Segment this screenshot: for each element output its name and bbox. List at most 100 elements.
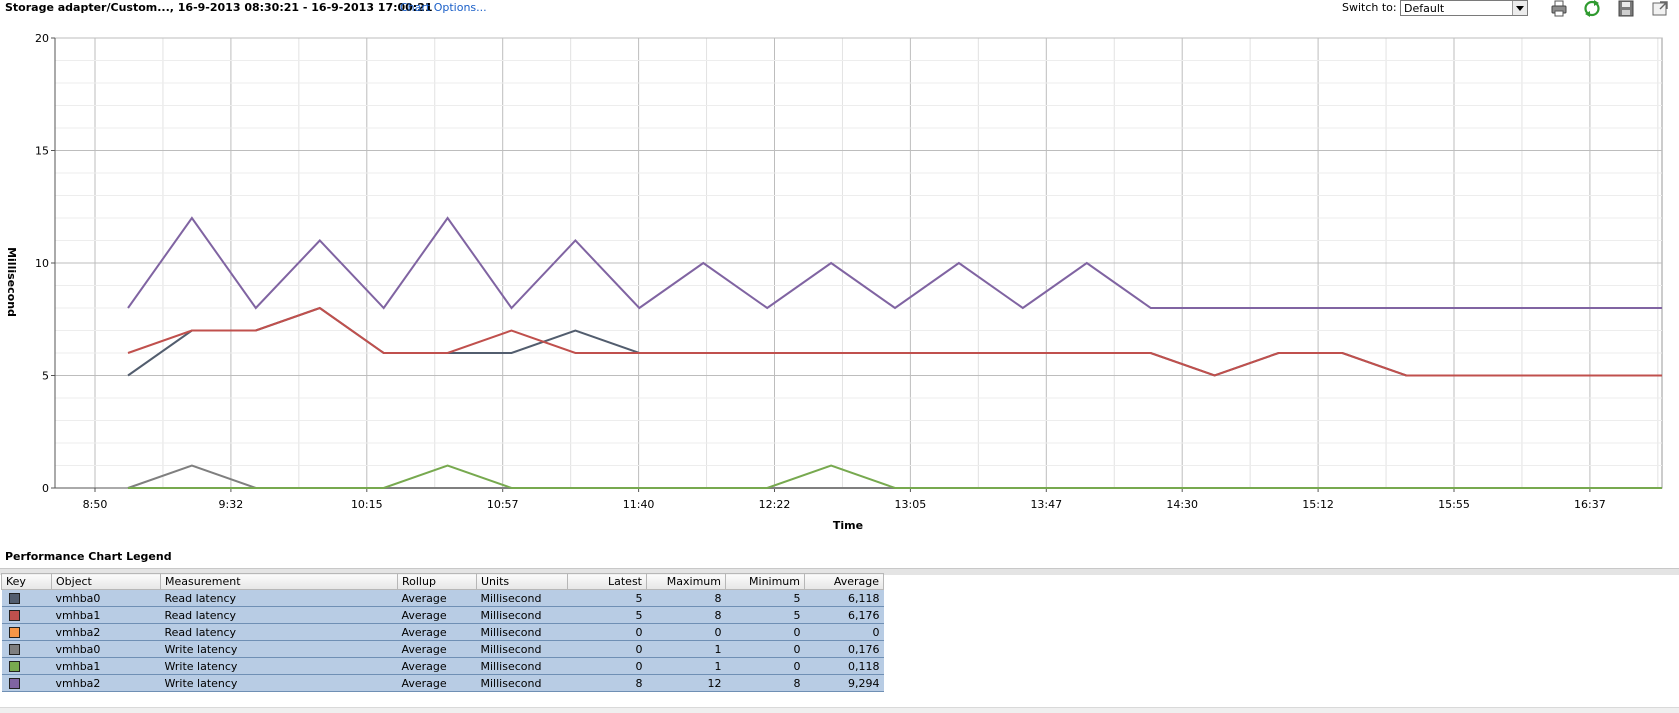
legend-average-cell: 9,294 [804, 674, 884, 692]
legend-key-cell [1, 657, 52, 675]
legend-average-cell: 6,176 [804, 606, 884, 624]
legend-units-cell: Millisecond [476, 657, 568, 675]
legend-column-header[interactable]: Average [804, 573, 884, 590]
series-color-swatch [8, 678, 20, 689]
legend-column-header[interactable]: Latest [567, 573, 647, 590]
series-line-5 [128, 464, 1662, 489]
legend-rollup-cell: Average [397, 589, 477, 607]
legend-latest-cell: 0 [567, 657, 647, 675]
legend-minimum-cell: 5 [725, 589, 805, 607]
y-axis-label: Millisecond [5, 247, 18, 317]
legend-key-cell [1, 674, 52, 692]
refresh-icon[interactable] [1583, 0, 1601, 17]
legend-maximum-cell: 8 [646, 589, 726, 607]
legend-units-cell: Millisecond [476, 606, 568, 624]
series-color-swatch [8, 644, 20, 655]
legend-rollup-cell: Average [397, 640, 477, 658]
legend-column-header[interactable]: Maximum [646, 573, 726, 590]
switch-to-label: Switch to: [1342, 1, 1397, 14]
legend-latest-cell: 0 [567, 623, 647, 641]
status-strip [0, 707, 1679, 713]
legend-units-cell: Millisecond [476, 623, 568, 641]
switch-to-value: Default [1404, 2, 1445, 15]
legend-measurement-cell: Write latency [160, 674, 398, 692]
legend-maximum-cell: 1 [646, 640, 726, 658]
legend-key-cell [1, 606, 52, 624]
legend-column-header[interactable]: Rollup [397, 573, 477, 590]
y-tick-label: 0 [42, 482, 49, 495]
legend-object-cell: vmhba0 [51, 640, 161, 658]
legend-units-cell: Millisecond [476, 589, 568, 607]
x-tick-label: 10:57 [487, 498, 519, 511]
x-tick-label: 15:12 [1302, 498, 1334, 511]
x-tick-label: 16:37 [1574, 498, 1606, 511]
legend-object-cell: vmhba2 [51, 674, 161, 692]
print-icon[interactable] [1550, 0, 1568, 17]
legend-maximum-cell: 1 [646, 657, 726, 675]
chart-options-link[interactable]: Chart Options... [400, 1, 487, 14]
chart-header: Storage adapter/Custom..., 16-9-2013 08:… [0, 0, 1679, 18]
legend-object-cell: vmhba1 [51, 657, 161, 675]
legend-column-header[interactable]: Minimum [725, 573, 805, 590]
x-tick-label: 14:30 [1166, 498, 1198, 511]
y-tick-label: 10 [35, 257, 49, 270]
legend-average-cell: 6,118 [804, 589, 884, 607]
x-tick-label: 13:05 [895, 498, 927, 511]
x-tick-label: 15:55 [1438, 498, 1470, 511]
legend-rollup-cell: Average [397, 606, 477, 624]
x-tick-label: 12:22 [759, 498, 791, 511]
switch-to-dropdown[interactable]: Default [1400, 0, 1528, 16]
x-tick-label: 11:40 [623, 498, 655, 511]
legend-average-cell: 0 [804, 623, 884, 641]
legend-measurement-cell: Read latency [160, 623, 398, 641]
legend-measurement-cell: Write latency [160, 640, 398, 658]
legend-rollup-cell: Average [397, 657, 477, 675]
x-tick-label: 9:32 [219, 498, 244, 511]
chevron-down-icon[interactable] [1512, 1, 1527, 15]
legend-minimum-cell: 0 [725, 623, 805, 641]
x-tick-label: 13:47 [1030, 498, 1062, 511]
legend-column-header[interactable]: Units [476, 573, 568, 590]
legend-column-header[interactable]: Object [51, 573, 161, 590]
legend-latest-cell: 8 [567, 674, 647, 692]
legend-average-cell: 0,176 [804, 640, 884, 658]
chart-series [127, 216, 1662, 489]
chart-grid [54, 37, 1663, 489]
legend-latest-cell: 5 [567, 589, 647, 607]
x-tick-label: 10:15 [351, 498, 383, 511]
legend-rollup-cell: Average [397, 674, 477, 692]
legend-row[interactable]: vmhba1 Read latency Average Millisecond 5 8 5 6… [1, 606, 884, 624]
legend-maximum-cell: 8 [646, 606, 726, 624]
legend-key-cell [1, 589, 52, 607]
series-color-swatch [8, 661, 20, 672]
legend-divider [0, 568, 1679, 575]
legend-latest-cell: 0 [567, 640, 647, 658]
series-line-6 [127, 216, 1662, 310]
series-line-2 [127, 306, 1662, 377]
legend-average-cell: 0,118 [804, 657, 884, 675]
legend-maximum-cell: 0 [646, 623, 726, 641]
legend-units-cell: Millisecond [476, 640, 568, 658]
y-tick-label: 5 [42, 370, 49, 383]
legend-key-cell [1, 640, 52, 658]
legend-row[interactable]: vmhba2 Read latency Average Millisecond 0 0 0 0 [1, 623, 884, 641]
legend-minimum-cell: 5 [725, 606, 805, 624]
legend-minimum-cell: 8 [725, 674, 805, 692]
legend-object-cell: vmhba2 [51, 623, 161, 641]
legend-measurement-cell: Read latency [160, 606, 398, 624]
series-color-swatch [8, 610, 20, 621]
legend-measurement-cell: Read latency [160, 589, 398, 607]
legend-row[interactable]: vmhba0 Read latency Average Millisecond 5 8 5 6… [1, 589, 884, 607]
legend-key-cell [1, 623, 52, 641]
legend-row[interactable]: vmhba1 Write latency Average Millisecond 0 1 0… [1, 657, 884, 675]
legend-column-header[interactable]: Key [1, 573, 52, 590]
legend-row[interactable]: vmhba0 Write latency Average Millisecond 0 1 0… [1, 640, 884, 658]
legend-column-header[interactable]: Measurement [160, 573, 398, 590]
series-color-swatch [8, 627, 20, 638]
legend-row[interactable]: vmhba2 Write latency Average Millisecond 8 12… [1, 674, 884, 692]
legend-header-row: Key Object Measurement Rollup Units Latest Max… [1, 573, 884, 590]
popout-icon[interactable] [1651, 0, 1669, 17]
y-tick-label: 20 [35, 32, 49, 45]
performance-chart: 8:50 9:32 10:15 10:57 11:40 12:22 13:05 13:47 14… [5, 32, 1663, 532]
save-icon[interactable] [1617, 0, 1635, 17]
